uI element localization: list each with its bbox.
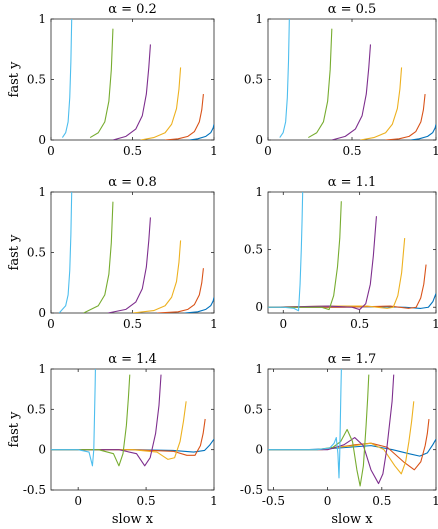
x-tick-label: 0.5 xyxy=(137,494,156,508)
subplot-5: α = 1.4 0 0.5 1 -0.5 0 0.5 1 fast y slow x xyxy=(7,352,218,527)
y-axis-label: fast y xyxy=(7,61,22,98)
series-group xyxy=(51,369,214,467)
y-tick-label: 0.5 xyxy=(244,73,263,87)
series-line-4 xyxy=(51,374,162,467)
series-line-2 xyxy=(156,268,204,313)
y-tick-label: 1 xyxy=(38,362,46,376)
x-tick-label: 1 xyxy=(210,494,218,508)
series-line-2 xyxy=(165,93,204,140)
y-tick-label: 0.5 xyxy=(27,246,46,260)
subplot-title: α = 1.4 xyxy=(108,352,157,367)
series-line-6 xyxy=(268,192,304,312)
y-tick-label: 0 xyxy=(255,133,263,147)
series-line-5 xyxy=(83,201,114,313)
y-tick-label: 0 xyxy=(38,443,46,457)
y-tick-label: 0.5 xyxy=(27,73,46,87)
series-line-4 xyxy=(268,216,377,311)
y-tick-label: 0 xyxy=(255,443,263,457)
series-group xyxy=(268,192,436,312)
y-axis-label: fast y xyxy=(7,234,22,271)
series-line-3 xyxy=(132,240,182,313)
series-line-6 xyxy=(279,19,290,138)
series-group xyxy=(61,19,214,140)
x-tick-label: 0 xyxy=(74,494,82,508)
x-axis-label: slow x xyxy=(331,512,373,527)
y-axis-label: fast y xyxy=(7,411,22,448)
subplot-1: α = 0.2 0 0.5 1 0 0.5 1 fast y xyxy=(7,2,218,158)
y-tick-label: 0 xyxy=(255,300,263,314)
series-line-4 xyxy=(112,44,151,140)
series-group xyxy=(58,192,214,313)
x-tick-label: -0.5 xyxy=(262,494,285,508)
x-tick-label: 0.5 xyxy=(123,144,142,158)
x-tick-label: 1 xyxy=(432,317,438,331)
series-line-2 xyxy=(385,93,426,140)
x-tick-label: 1 xyxy=(432,494,438,508)
axes-box xyxy=(267,368,437,491)
series-line-1 xyxy=(410,124,436,140)
x-axis-label: slow x xyxy=(112,512,154,527)
subplot-title: α = 1.7 xyxy=(328,352,377,367)
subplot-title: α = 0.8 xyxy=(108,175,157,190)
series-line-6 xyxy=(51,369,96,467)
series-group xyxy=(268,369,436,487)
y-tick-label: 0.5 xyxy=(27,402,46,416)
x-tick-label: 0 xyxy=(324,494,332,508)
x-tick-label: 0 xyxy=(279,317,287,331)
series-line-2 xyxy=(268,264,427,309)
x-tick-label: 1 xyxy=(210,317,218,331)
x-tick-label: 0 xyxy=(47,317,55,331)
y-tick-label: 0 xyxy=(38,133,46,147)
x-tick-label: 0.5 xyxy=(350,317,369,331)
y-tick-label: 1 xyxy=(255,185,263,199)
x-tick-label: 1 xyxy=(432,144,438,158)
axes-box xyxy=(267,191,437,314)
x-tick-label: 0.5 xyxy=(342,144,361,158)
series-line-3 xyxy=(140,67,182,140)
y-tick-label: 1 xyxy=(255,362,263,376)
series-line-5 xyxy=(308,28,333,139)
axes-box xyxy=(267,18,437,141)
series-line-4 xyxy=(107,217,151,313)
x-tick-label: 0 xyxy=(264,144,272,158)
subplot-4: α = 1.1 0 0.5 1 0 0.5 1 xyxy=(244,175,438,331)
axes-box xyxy=(50,18,215,141)
series-line-6 xyxy=(61,19,73,138)
subplot-3: α = 0.8 0 0.5 1 0 0.5 1 fast y xyxy=(7,175,218,331)
x-tick-label: 0.5 xyxy=(372,494,391,508)
series-line-3 xyxy=(51,401,187,460)
y-tick-label: 1 xyxy=(38,12,46,26)
y-tick-label: 0 xyxy=(38,306,46,320)
series-line-5 xyxy=(51,374,131,467)
series-line-1 xyxy=(184,297,214,313)
subplot-title: α = 0.2 xyxy=(108,2,157,17)
x-tick-label: 0.5 xyxy=(123,317,142,331)
x-tick-label: 1 xyxy=(210,144,218,158)
series-line-6 xyxy=(268,369,342,479)
series-group xyxy=(279,19,436,140)
series-line-5 xyxy=(268,201,342,311)
series-line-3 xyxy=(360,67,403,140)
subplot-title: α = 0.5 xyxy=(328,2,377,17)
axes-box xyxy=(50,191,215,314)
y-tick-label: 0.5 xyxy=(244,243,263,257)
series-line-2 xyxy=(268,418,430,471)
y-tick-label: 1 xyxy=(38,185,46,199)
series-line-5 xyxy=(89,28,114,139)
series-line-4 xyxy=(268,374,395,485)
y-tick-label: 1 xyxy=(255,12,263,26)
subplot-6: α = 1.7 -0.5 0 0.5 1 -0.5 0 0.5 1 slow x xyxy=(240,352,438,527)
y-tick-label: -0.5 xyxy=(23,483,46,497)
x-tick-label: 0 xyxy=(47,144,55,158)
series-line-5 xyxy=(268,374,370,487)
subplot-2: α = 0.5 0 0.5 1 0 0.5 1 xyxy=(244,2,438,158)
series-line-6 xyxy=(58,192,73,313)
axes-box xyxy=(50,368,215,491)
series-line-1 xyxy=(189,124,214,140)
subplot-title: α = 1.1 xyxy=(328,175,377,190)
series-line-4 xyxy=(331,44,372,140)
y-tick-label: 0.5 xyxy=(244,402,263,416)
y-tick-label: -0.5 xyxy=(240,483,263,497)
